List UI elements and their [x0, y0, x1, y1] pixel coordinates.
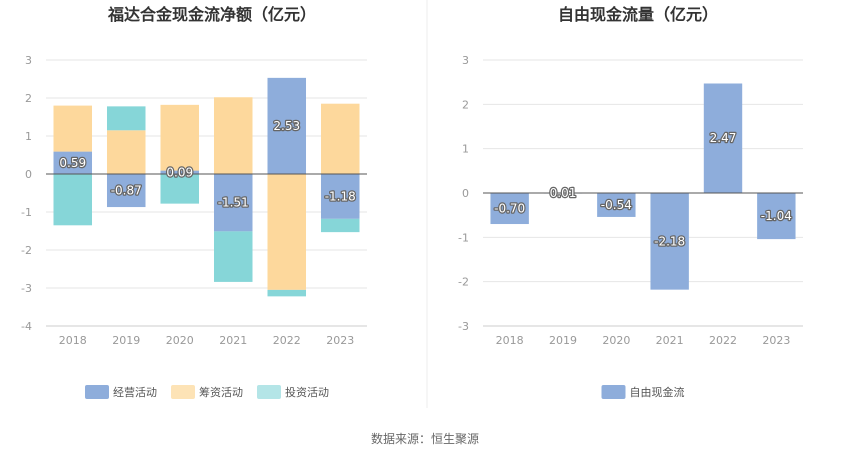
- data-label: -1.18: [325, 189, 356, 203]
- left-bars: [53, 77, 360, 297]
- left-data-labels: 0.59 -0.87 0.09 -1.51 2.53 -1.18: [58, 118, 357, 211]
- x-tick-label: 2023: [326, 334, 354, 347]
- bar-投资活动-2021: [213, 231, 253, 282]
- y-tick-label: -1: [458, 231, 469, 244]
- bar-自由现金流-2022: [703, 83, 743, 193]
- bar-筹资活动-2021: [213, 97, 253, 174]
- bar-自由现金流-2020: [597, 193, 636, 217]
- data-label: -0.54: [601, 198, 632, 212]
- bar-筹资活动-2022: [267, 174, 307, 290]
- left-gridlines: [46, 59, 367, 327]
- y-tick-label: -3: [458, 320, 469, 333]
- x-tick-label: 2022: [273, 334, 301, 347]
- legend-label: 自由现金流: [630, 385, 685, 399]
- y-tick-label: 2: [462, 98, 469, 111]
- right-chart-title: 自由现金流量（亿元）: [558, 5, 718, 24]
- y-tick-label: 3: [25, 54, 32, 67]
- y-tick-label: 3: [462, 54, 469, 67]
- bar-自由现金流-2021: [650, 193, 689, 290]
- bar-经营活动-2019: [106, 174, 146, 208]
- data-label: -0.70: [494, 202, 525, 216]
- y-tick-label: 1: [25, 130, 32, 143]
- bar-筹资活动-2019: [106, 130, 146, 174]
- right-y-axis: 3 2 1 0 -1 -2 -3: [458, 54, 469, 333]
- x-tick-label: 2022: [709, 334, 737, 347]
- bar-经营活动-2020: [160, 170, 200, 174]
- legend-swatch: [257, 385, 281, 399]
- data-label: 0.59: [59, 156, 86, 170]
- bar-经营活动-2022: [267, 77, 307, 174]
- right-data-labels: -0.70 0.01 -0.54 -2.18 2.47 -1.04: [493, 130, 793, 250]
- data-label: 2.47: [710, 131, 737, 145]
- data-label: -2.18: [654, 234, 685, 248]
- x-tick-label: 2021: [656, 334, 684, 347]
- y-tick-label: -4: [21, 320, 32, 333]
- y-tick-label: 1: [462, 143, 469, 156]
- bar-经营活动-2021: [213, 174, 253, 232]
- y-tick-label: -2: [21, 244, 32, 257]
- x-tick-label: 2020: [166, 334, 194, 347]
- bar-投资活动-2023: [320, 218, 360, 233]
- data-label: -0.87: [111, 184, 142, 198]
- legend-swatch: [85, 385, 109, 399]
- bar-筹资活动-2023: [320, 103, 360, 174]
- bar-投资活动-2020: [160, 174, 200, 204]
- x-tick-label: 2019: [549, 334, 577, 347]
- bar-经营活动-2018: [53, 151, 93, 174]
- left-x-axis: 2018 2019 2020 2021 2022 2023: [46, 325, 367, 347]
- bar-投资活动-2022: [267, 289, 307, 297]
- right-x-axis: 2018 2019 2020 2021 2022 2023: [483, 325, 803, 347]
- right-bars: [490, 83, 796, 290]
- y-tick-label: -2: [458, 276, 469, 289]
- data-label: 0.01: [550, 186, 577, 200]
- data-source: 数据来源：恒生聚源: [371, 431, 479, 446]
- x-tick-label: 2021: [219, 334, 247, 347]
- bar-投资活动-2018: [53, 174, 93, 226]
- y-tick-label: 0: [25, 168, 32, 181]
- y-tick-label: 0: [462, 187, 469, 200]
- bar-筹资活动-2018: [53, 105, 93, 152]
- left-legend: 经营活动 筹资活动 投资活动: [85, 385, 329, 399]
- bar-投资活动-2019: [106, 106, 146, 131]
- left-chart-title: 福达合金现金流净额（亿元）: [107, 5, 316, 24]
- x-tick-label: 2019: [112, 334, 140, 347]
- data-label: 2.53: [273, 119, 300, 133]
- legend-label: 投资活动: [285, 385, 329, 399]
- legend-label: 筹资活动: [199, 385, 243, 399]
- bar-筹资活动-2020: [160, 104, 200, 171]
- legend-swatch: [601, 385, 626, 399]
- data-label: -1.04: [761, 209, 792, 223]
- y-tick-label: -3: [21, 282, 32, 295]
- right-legend: 自由现金流: [601, 385, 685, 399]
- x-tick-label: 2018: [496, 334, 524, 347]
- y-tick-label: -1: [21, 206, 32, 219]
- x-tick-label: 2018: [59, 334, 87, 347]
- legend-label: 经营活动: [113, 385, 157, 399]
- bar-自由现金流-2018: [490, 193, 529, 225]
- y-tick-label: 2: [25, 92, 32, 105]
- left-y-axis: 3 2 1 0 -1 -2 -3 -4: [21, 54, 32, 333]
- x-tick-label: 2020: [602, 334, 630, 347]
- data-label: -1.51: [218, 196, 249, 210]
- legend-swatch: [171, 385, 195, 399]
- x-tick-label: 2023: [762, 334, 790, 347]
- data-label: 0.09: [166, 165, 193, 179]
- bar-经营活动-2023: [320, 174, 360, 219]
- bar-自由现金流-2023: [757, 193, 796, 240]
